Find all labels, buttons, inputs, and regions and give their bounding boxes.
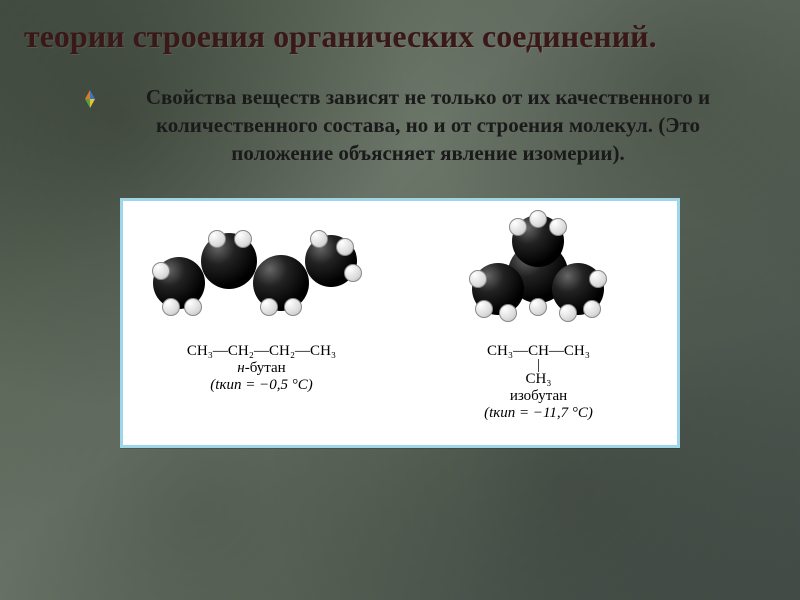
panel-isobutane: CH₃—CH—CH₃ | CH₃ изобутан (tкип = −11,7 … (400, 201, 677, 445)
diamond-bullet-icon (80, 89, 100, 109)
name-prefix: н- (237, 360, 249, 376)
bullet-tl (85, 90, 90, 99)
formula-n-butane: CH₃—CH₂—CH₂—CH₃ н-бутан (tкип = −0,5 °C) (187, 343, 336, 395)
bullet-bl (85, 99, 90, 108)
formula-isobutane: CH₃—CH—CH₃ | CH₃ изобутан (tкип = −11,7 … (484, 343, 593, 423)
slide: теории строения органических соединений.… (0, 0, 800, 600)
model-isobutane (408, 211, 669, 341)
hydrogen-atom (260, 298, 278, 316)
formula-line: | (484, 360, 593, 371)
panel-n-butane: CH₃—CH₂—CH₂—CH₃ н-бутан (tкип = −0,5 °C) (123, 201, 400, 445)
bullet-tr (90, 90, 95, 99)
compound-name: н-бутан (187, 360, 336, 377)
boiling-point: (tкип = −0,5 °C) (187, 377, 336, 394)
compound-name: изобутан (484, 388, 593, 405)
formula-line: CH₃ (484, 371, 593, 388)
hydrogen-atom (208, 230, 226, 248)
hydrogen-atom (583, 300, 601, 318)
hydrogen-atom (589, 270, 607, 288)
hydrogen-atom (284, 298, 302, 316)
hydrogen-atom (529, 298, 547, 316)
hydrogen-atom (509, 218, 527, 236)
hydrogen-atom (344, 264, 362, 282)
body-text: Свойства веществ зависят не только от их… (110, 83, 746, 168)
hydrogen-atom (336, 238, 354, 256)
hydrogen-atom (469, 270, 487, 288)
slide-title: теории строения органических соединений. (24, 18, 776, 55)
isomer-figure: CH₃—CH₂—CH₂—CH₃ н-бутан (tкип = −0,5 °C)… (120, 198, 680, 448)
hydrogen-atom (529, 210, 547, 228)
hydrogen-atom (499, 304, 517, 322)
hydrogen-atom (152, 262, 170, 280)
boiling-point: (tкип = −11,7 °C) (484, 405, 593, 422)
hydrogen-atom (310, 230, 328, 248)
hydrogen-atom (549, 218, 567, 236)
name-text: бутан (250, 360, 286, 376)
bullet-br (90, 99, 95, 108)
model-n-butane (131, 211, 392, 341)
hydrogen-atom (162, 298, 180, 316)
hydrogen-atom (184, 298, 202, 316)
figure-wrap: CH₃—CH₂—CH₂—CH₃ н-бутан (tкип = −0,5 °C)… (24, 198, 776, 448)
formula-line: CH₃—CH₂—CH₂—CH₃ (187, 343, 336, 360)
bullet-row: Свойства веществ зависят не только от их… (24, 83, 776, 168)
hydrogen-atom (559, 304, 577, 322)
hydrogen-atom (475, 300, 493, 318)
hydrogen-atom (234, 230, 252, 248)
